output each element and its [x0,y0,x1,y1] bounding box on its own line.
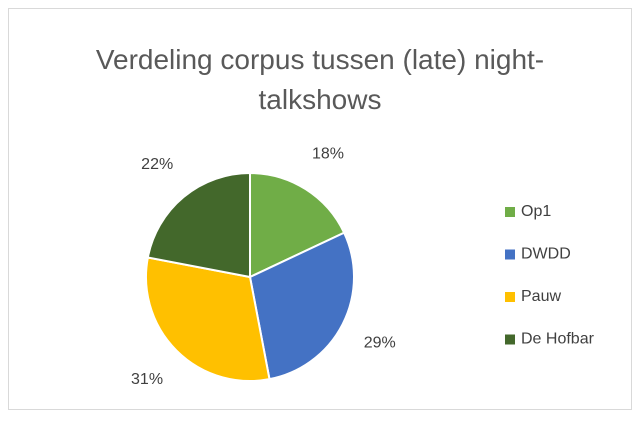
legend-label: Pauw [521,288,561,305]
legend-label: Op1 [521,203,551,220]
pie-slice [249,171,346,279]
legend-swatch [505,249,515,260]
pie-slice [248,231,355,381]
legend-swatch [505,292,515,302]
data-label: 22% [141,156,173,173]
data-label: 18% [312,145,344,162]
chart-title: Verdeling corpus tussen (late) night-tal… [95,44,545,115]
legend-swatch [505,207,515,217]
legend-label: De Hofbar [521,331,595,348]
pie-slice [145,256,271,382]
data-label: 31% [131,371,163,388]
pie-slice [146,171,251,279]
data-label: 29% [364,334,396,351]
legend-swatch [505,334,515,345]
legend-label: DWDD [521,246,571,263]
